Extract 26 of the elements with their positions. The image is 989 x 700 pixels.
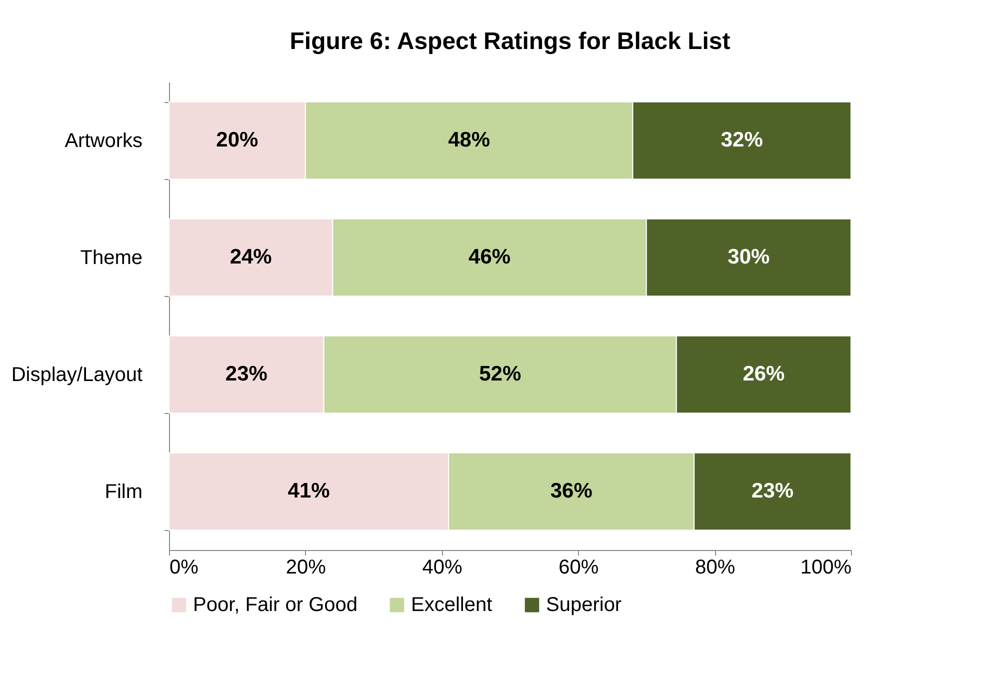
chart-title: Figure 6: Aspect Ratings for Black List [290, 28, 730, 55]
data-label: 23% [225, 362, 268, 386]
legend-label: Superior [546, 594, 622, 616]
data-label: 23% [752, 480, 794, 502]
x-tick-label: 80% [695, 556, 736, 578]
data-label: 48% [448, 128, 490, 152]
y-tick-label: Display/Layout [11, 364, 143, 386]
y-tick-label: Artworks [64, 130, 142, 152]
data-label: 52% [479, 362, 522, 386]
data-label: 20% [216, 128, 259, 152]
x-tick-label: 0% [170, 556, 199, 578]
data-label: 41% [288, 480, 330, 502]
x-tick-label: 40% [422, 556, 463, 578]
data-label: 26% [742, 362, 786, 386]
x-tick-label: 20% [286, 556, 326, 578]
x-tick-label: 100% [800, 556, 852, 578]
y-tick-label: Film [104, 481, 142, 503]
data-label: 36% [550, 480, 593, 502]
x-tick-label: 60% [558, 556, 599, 578]
y-tick-label: Theme [80, 247, 142, 269]
legend-label: Poor, Fair or Good [193, 594, 358, 616]
data-label: 30% [728, 246, 770, 268]
data-label: 46% [468, 246, 511, 268]
legend-label: Excellent [411, 594, 493, 616]
data-label: 32% [720, 128, 764, 152]
data-label: 24% [230, 246, 272, 268]
